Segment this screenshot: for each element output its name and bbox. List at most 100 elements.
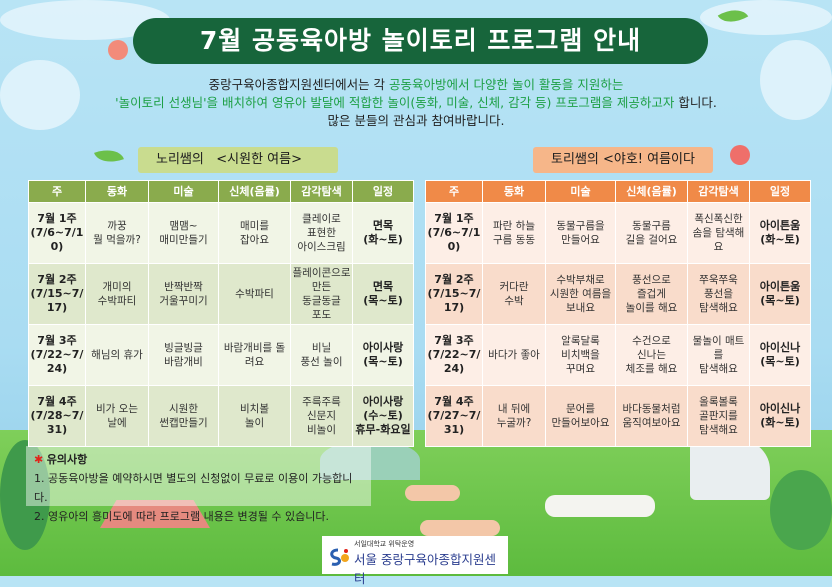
activity-cell: 동물구름 길을 걸어요 [615, 202, 688, 264]
table-row: 7월 2주 (7/15~7/17) 커다란 수박 수박부채로 시원한 여름을 보내요… [425, 263, 811, 325]
column-header: 동화 [85, 180, 149, 203]
tree [770, 470, 832, 550]
hill [320, 440, 420, 480]
activity-cell: 내 뒤에 누굴까? [482, 385, 546, 447]
column-header: 신체(음률) [615, 180, 688, 203]
teacher-name: 토리쌤의 [551, 152, 599, 167]
column-header: 주 [28, 180, 86, 203]
activity-cell: 비치볼 놀이 [218, 385, 291, 447]
column-header: 미술 [148, 180, 219, 203]
activity-cell: 반짝반짝 거울꾸미기 [148, 263, 219, 325]
right-program-title: 토리쌤의 <야호! 여름이다> [533, 147, 713, 193]
right-program-table: 주 동화 미술 신체(음률) 감각탐색 일정 7월 1주 (7/6~7/10) 파란 하늘 구… [425, 180, 811, 447]
activity-cell: 풍선으로 즐겁게 놀이를 해요 [615, 263, 688, 325]
page-title: 7월 공동육아방 놀이토리 프로그램 안내 [133, 18, 708, 64]
week-cell: 7월 3주 (7/22~7/24) [425, 324, 483, 386]
camper-van-illustration [690, 440, 770, 500]
activity-cell: 파란 하늘 구름 동동 [482, 202, 546, 264]
activity-cell: 해님의 휴가 [85, 324, 149, 386]
table-header-row: 주 동화 미술 신체(음률) 감각탐색 일정 [425, 180, 811, 203]
activity-cell: 매미를 잡아요 [218, 202, 291, 264]
activity-cell: 비닐 풍선 놀이 [290, 324, 353, 386]
cloud [760, 40, 832, 120]
schedule-cell: 면목 (목~토) [352, 263, 414, 325]
logo-mark-icon [330, 548, 349, 566]
cloud [0, 60, 80, 130]
schedule-cell: 아이튼움 (목~토) [749, 263, 811, 325]
activity-cell: 시원한 썬캡만들기 [148, 385, 219, 447]
activity-cell: 주륵주륵 신문지 비놀이 [290, 385, 353, 447]
table-row: 7월 1주 (7/6~7/10) 파란 하늘 구름 동동 동물구름을 만들어요 동물구… [425, 202, 811, 264]
column-header: 미술 [545, 180, 616, 203]
week-cell: 7월 2주 (7/15~7/17) [28, 263, 86, 325]
activity-cell: 물놀이 매트를 탐색해요 [687, 324, 750, 386]
leaf-icon [94, 144, 124, 168]
column-header: 감각탐색 [687, 180, 750, 203]
activity-cell: 플레이콘으로 만든 동글동글 포도 [290, 263, 353, 325]
schedule-cell: 아이사랑 (목~토) [352, 324, 414, 386]
column-header: 신체(음률) [218, 180, 291, 203]
center-logo: 서일대학교 위탁운영 서울 중랑구육아종합지원센터 [322, 536, 508, 586]
column-header: 동화 [482, 180, 546, 203]
table-row: 7월 4주 (7/27~7/31) 내 뒤에 누굴까? 문어를 만들어보아요 바다동물… [425, 385, 811, 447]
column-header: 일정 [749, 180, 811, 203]
left-program-table: 주 동화 미술 신체(음률) 감각탐색 일정 7월 1주 (7/6~7/10) 까꿍 뭘 먹을… [28, 180, 414, 447]
week-cell: 7월 4주 (7/27~7/31) [425, 385, 483, 447]
intro-highlight: 공동육아방에서 다양한 놀이 활동을 지원하는 [389, 77, 624, 92]
table-row: 7월 3주 (7/22~7/24) 바다가 좋아 알록달록 비치백을 꾸며요 수건으로… [425, 324, 811, 386]
activity-cell: 쭈욱쭈욱 풍선을 탐색해요 [687, 263, 750, 325]
teacher-name: 노리쌤의 [156, 152, 204, 167]
logo-subtext: 서일대학교 위탁운영 [354, 540, 415, 548]
schedule-cell: 아이신나 (목~토) [749, 324, 811, 386]
schedule-cell: 아이튼움 (화~토) [749, 202, 811, 264]
star-icon: ✱ [34, 453, 44, 466]
tree [0, 440, 50, 550]
intro-line: 중랑구육아종합지원센터에서는 각 [208, 77, 390, 92]
schedule-cell: 아이신나 (화~토) [749, 385, 811, 447]
activity-cell: 올록볼록 골판지를 탐색해요 [687, 385, 750, 447]
activity-cell: 맴맴~ 매미만들기 [148, 202, 219, 264]
week-cell: 7월 3주 (7/22~7/24) [28, 324, 86, 386]
flower-icon [730, 145, 750, 165]
logo-name: 서울 중랑구육아종합지원센터 [354, 552, 496, 586]
schedule-cell: 아이사랑 (수~토) 휴무-화요일 [352, 385, 414, 447]
activity-cell: 알록달록 비치백을 꾸며요 [545, 324, 616, 386]
intro-highlight: '놀이토리 선생님'을 배치하여 영유아 발달에 적합한 놀이(동화, 미술, … [115, 95, 675, 110]
activity-cell: 바람개비를 돌 려요 [218, 324, 291, 386]
week-cell: 7월 1주 (7/6~7/10) [28, 202, 86, 264]
activity-cell: 까꿍 뭘 먹을까? [85, 202, 149, 264]
week-cell: 7월 1주 (7/6~7/10) [425, 202, 483, 264]
activity-cell: 비가 오는 날에 [85, 385, 149, 447]
activity-cell: 클레이로 표현한 아이스크림 [290, 202, 353, 264]
note-item: 1. 공동육아방을 예약하시면 별도의 신청없이 무료로 이용이 가능합니다. [34, 472, 353, 504]
column-header: 감각탐색 [290, 180, 353, 203]
week-cell: 7월 2주 (7/15~7/17) [425, 263, 483, 325]
column-header: 일정 [352, 180, 414, 203]
activity-cell: 수박파티 [218, 263, 291, 325]
person-sitting-illustration [405, 485, 460, 501]
column-header: 주 [425, 180, 483, 203]
intro-text: 중랑구육아종합지원센터에서는 각 공동육아방에서 다양한 놀이 활동을 지원하는… [60, 76, 772, 130]
activity-cell: 동물구름을 만들어요 [545, 202, 616, 264]
program-title: <시원한 여름> [216, 152, 302, 167]
table-header-row: 주 동화 미술 신체(음률) 감각탐색 일정 [28, 180, 414, 203]
note-item: 2. 영유아의 흥미도에 따라 프로그램 내용은 변경될 수 있습니다. [34, 510, 329, 523]
table-row: 7월 1주 (7/6~7/10) 까꿍 뭘 먹을까? 맴맴~ 매미만들기 매미를 잡아… [28, 202, 414, 264]
week-cell: 7월 4주 (7/28~7/31) [28, 385, 86, 447]
activity-cell: 개미의 수박파티 [85, 263, 149, 325]
activity-cell: 수건으로 신나는 체조를 해요 [615, 324, 688, 386]
flower-icon [108, 40, 128, 60]
activity-cell: 문어를 만들어보아요 [545, 385, 616, 447]
table-row: 7월 2주 (7/15~7/17) 개미의 수박파티 반짝반짝 거울꾸미기 수박파티 플… [28, 263, 414, 325]
table-row: 7월 3주 (7/22~7/24) 해님의 휴가 빙글빙글 바람개비 바람개비를 돌 … [28, 324, 414, 386]
activity-cell: 바다가 좋아 [482, 324, 546, 386]
tent-illustration [100, 500, 210, 528]
camper-awning [545, 495, 655, 517]
activity-cell: 바다동물처럼 움직여보아요 [615, 385, 688, 447]
activity-cell: 커다란 수박 [482, 263, 546, 325]
activity-cell: 수박부채로 시원한 여름을 보내요 [545, 263, 616, 325]
schedule-cell: 면목 (화~토) [352, 202, 414, 264]
intro-line: 많은 분들의 관심과 참여바랍니다. [327, 113, 505, 128]
activity-cell: 빙글빙글 바람개비 [148, 324, 219, 386]
intro-line: 합니다. [674, 95, 717, 110]
